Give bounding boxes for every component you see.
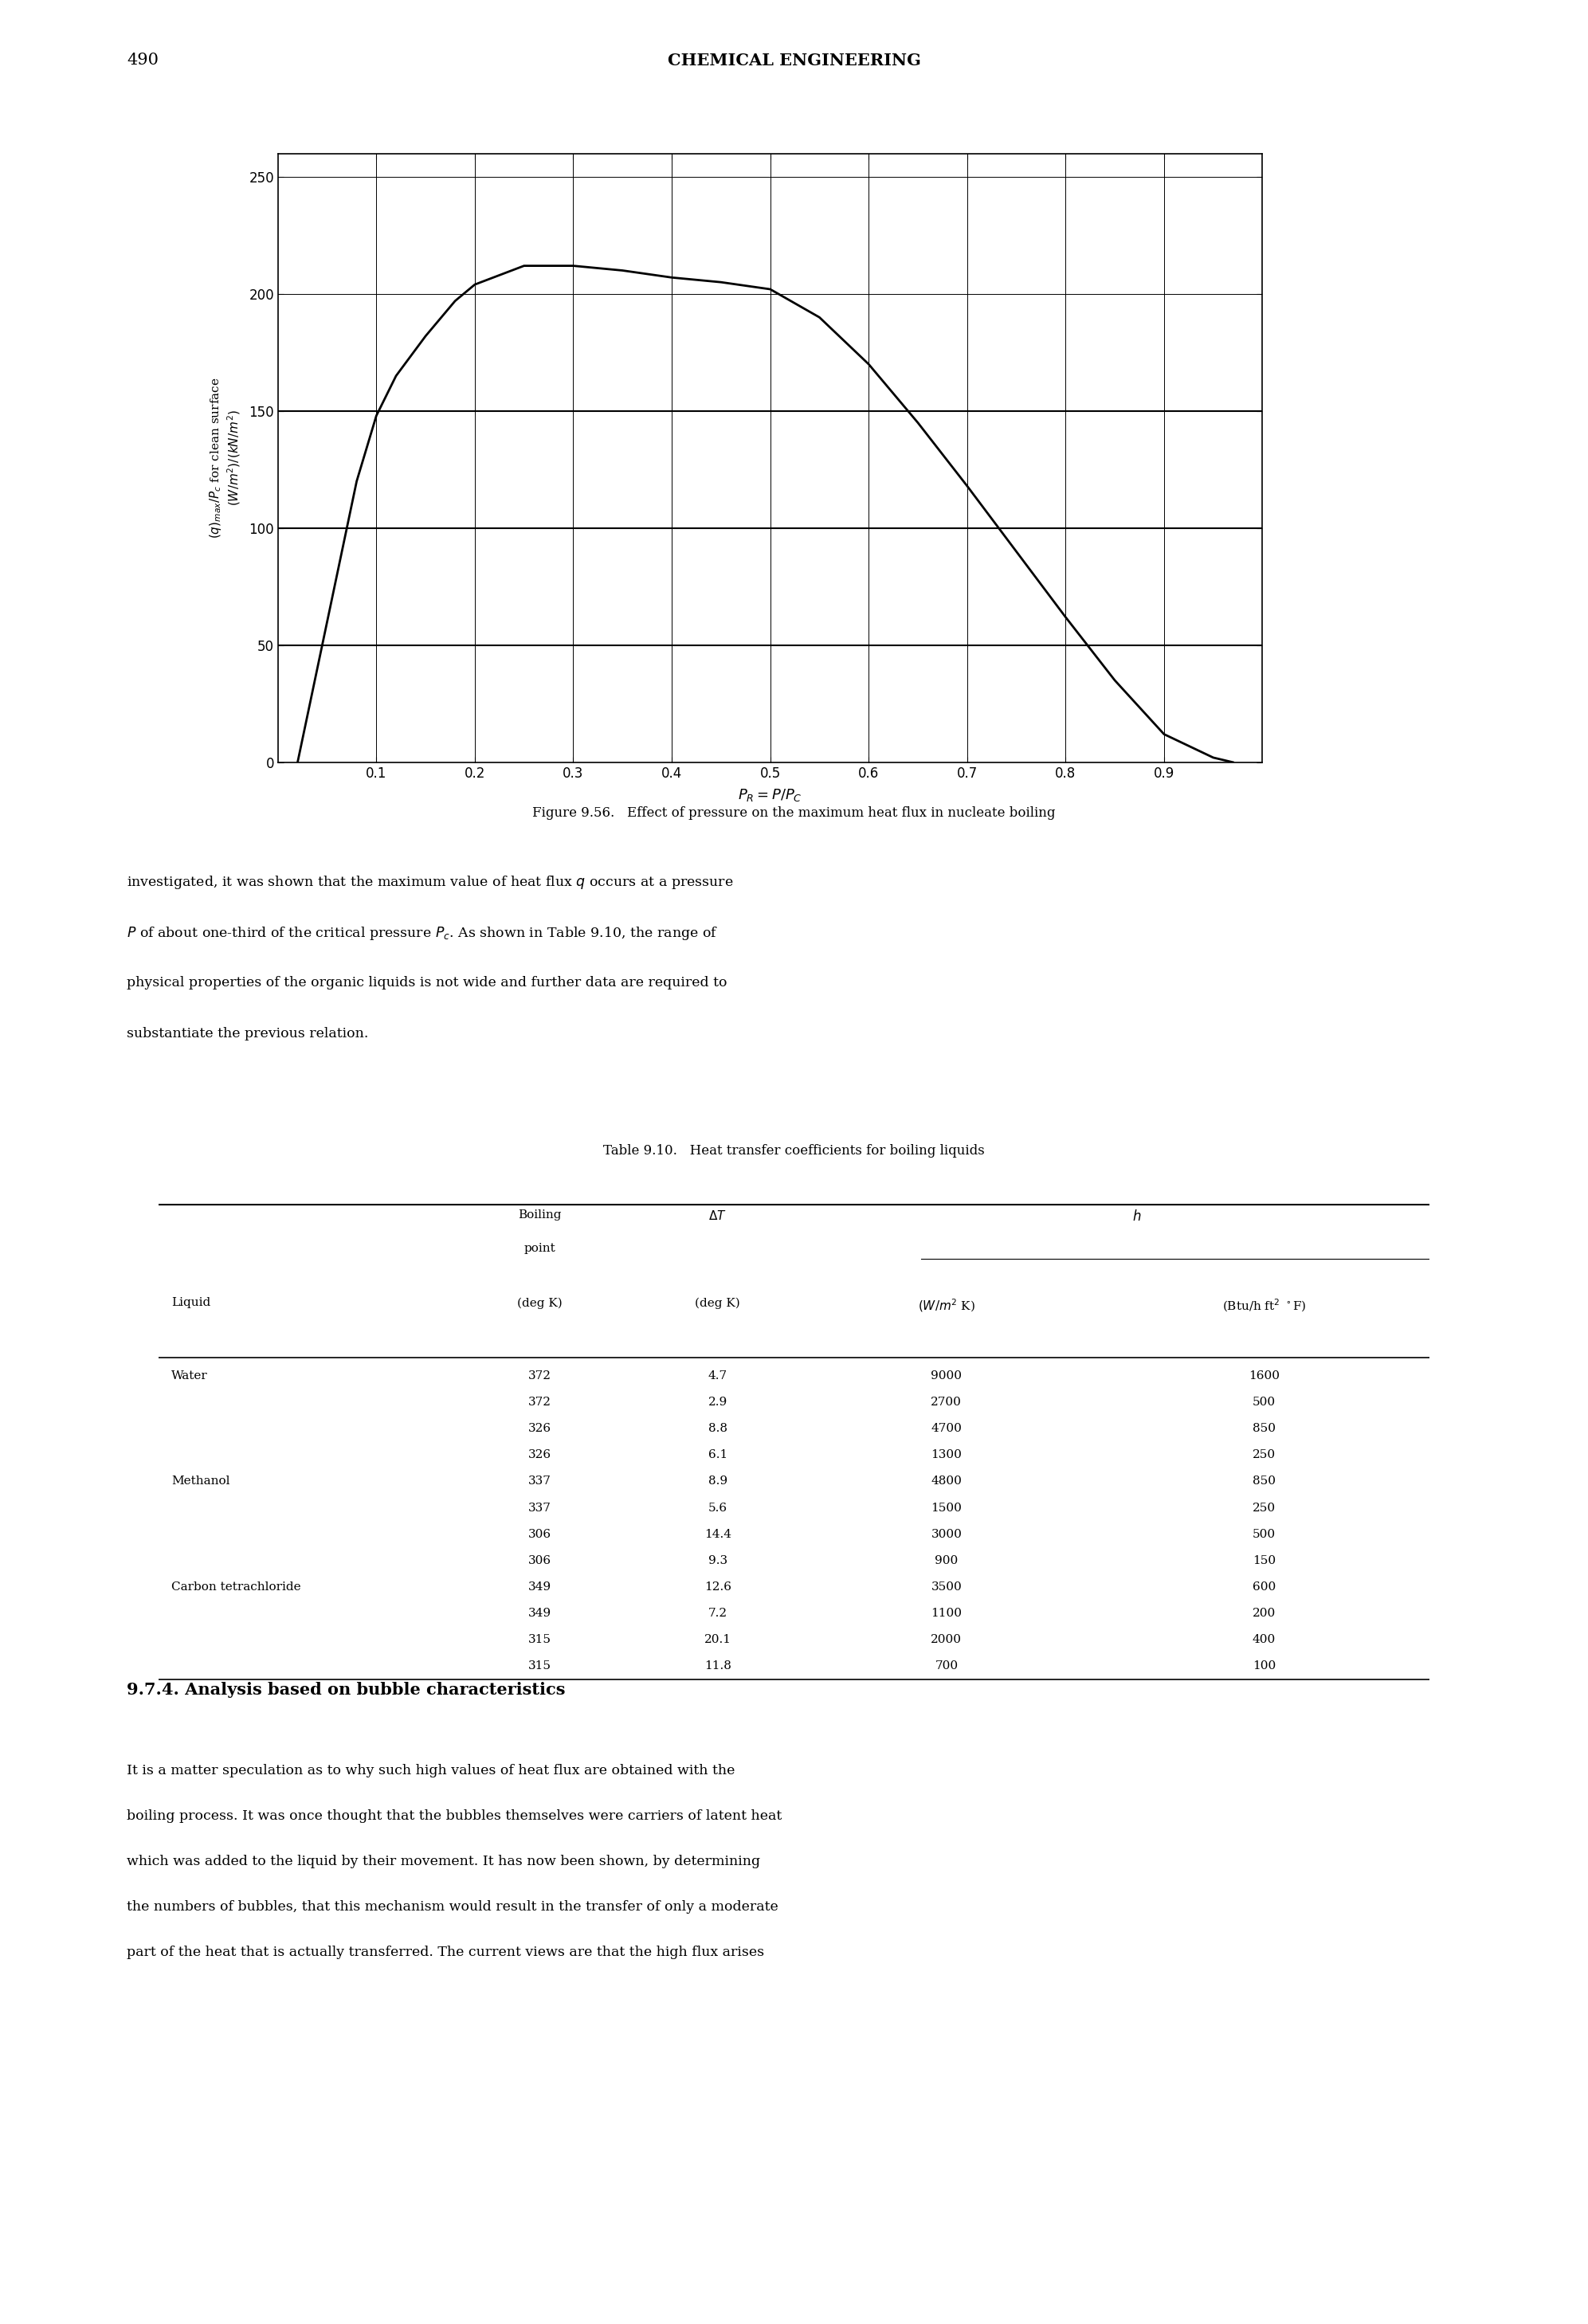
Text: 100: 100 — [1253, 1662, 1275, 1671]
Text: physical properties of the organic liquids is not wide and further data are requ: physical properties of the organic liqui… — [127, 976, 727, 990]
Text: which was added to the liquid by their movement. It has now been shown, by deter: which was added to the liquid by their m… — [127, 1855, 761, 1868]
Text: 372: 372 — [529, 1371, 551, 1380]
Text: 326: 326 — [529, 1450, 551, 1462]
Text: 2000: 2000 — [931, 1634, 962, 1645]
Text: Carbon tetrachloride: Carbon tetrachloride — [172, 1580, 302, 1592]
Text: 8.9: 8.9 — [708, 1476, 727, 1487]
Y-axis label: $(q)_{max}/P_c$ for clean surface
$(W/m^2)/(kN/m^2)$: $(q)_{max}/P_c$ for clean surface $(W/m^… — [208, 376, 243, 539]
Text: 700: 700 — [935, 1662, 958, 1671]
Text: 400: 400 — [1253, 1634, 1275, 1645]
Text: 2.9: 2.9 — [708, 1397, 727, 1408]
Text: 9.7.4. Analysis based on bubble characteristics: 9.7.4. Analysis based on bubble characte… — [127, 1683, 565, 1697]
Text: Boiling: Boiling — [518, 1211, 562, 1220]
Text: Liquid: Liquid — [172, 1297, 211, 1308]
Text: 1100: 1100 — [931, 1608, 962, 1620]
Text: (Btu/h ft$^2$ $^\circ$F): (Btu/h ft$^2$ $^\circ$F) — [1221, 1297, 1307, 1313]
Text: 372: 372 — [529, 1397, 551, 1408]
Text: 3000: 3000 — [931, 1529, 962, 1541]
Text: 3500: 3500 — [931, 1580, 962, 1592]
Text: (deg K): (deg K) — [518, 1297, 562, 1308]
X-axis label: $P_R = P/P_C$: $P_R = P/P_C$ — [738, 788, 802, 804]
Text: 200: 200 — [1253, 1608, 1275, 1620]
Text: boiling process. It was once thought that the bubbles themselves were carriers o: boiling process. It was once thought tha… — [127, 1808, 783, 1822]
Text: 250: 250 — [1253, 1450, 1275, 1462]
Text: (deg K): (deg K) — [696, 1297, 740, 1308]
Text: 20.1: 20.1 — [703, 1634, 732, 1645]
Text: the numbers of bubbles, that this mechanism would result in the transfer of only: the numbers of bubbles, that this mechan… — [127, 1901, 778, 1913]
Text: 315: 315 — [529, 1634, 551, 1645]
Text: 500: 500 — [1253, 1397, 1275, 1408]
Text: $h$: $h$ — [1132, 1211, 1142, 1225]
Text: part of the heat that is actually transferred. The current views are that the hi: part of the heat that is actually transf… — [127, 1945, 764, 1959]
Text: substantiate the previous relation.: substantiate the previous relation. — [127, 1027, 368, 1041]
Text: 337: 337 — [529, 1501, 551, 1513]
Text: $(W/m^2$ K): $(W/m^2$ K) — [918, 1297, 975, 1313]
Text: 14.4: 14.4 — [703, 1529, 732, 1541]
Text: 4700: 4700 — [931, 1422, 962, 1434]
Text: investigated, it was shown that the maximum value of heat flux $q$ occurs at a p: investigated, it was shown that the maxi… — [127, 874, 734, 890]
Text: $P$ of about one-third of the critical pressure $P_c$. As shown in Table 9.10, t: $P$ of about one-third of the critical p… — [127, 925, 718, 941]
Text: $\Delta T$: $\Delta T$ — [708, 1211, 727, 1222]
Text: 8.8: 8.8 — [708, 1422, 727, 1434]
Text: 9000: 9000 — [931, 1371, 962, 1380]
Text: 2700: 2700 — [931, 1397, 962, 1408]
Text: 600: 600 — [1253, 1580, 1275, 1592]
Text: 850: 850 — [1253, 1422, 1275, 1434]
Text: 326: 326 — [529, 1422, 551, 1434]
Text: 349: 349 — [529, 1608, 551, 1620]
Text: 11.8: 11.8 — [705, 1662, 730, 1671]
Text: 900: 900 — [935, 1555, 958, 1566]
Text: 4.7: 4.7 — [708, 1371, 727, 1380]
Text: Methanol: Methanol — [172, 1476, 230, 1487]
Text: It is a matter speculation as to why such high values of heat flux are obtained : It is a matter speculation as to why suc… — [127, 1764, 735, 1778]
Text: 4800: 4800 — [931, 1476, 962, 1487]
Text: 7.2: 7.2 — [708, 1608, 727, 1620]
Text: point: point — [524, 1243, 556, 1253]
Text: Water: Water — [172, 1371, 208, 1380]
Text: Table 9.10.   Heat transfer coefficients for boiling liquids: Table 9.10. Heat transfer coefficients f… — [603, 1143, 985, 1157]
Text: 1300: 1300 — [931, 1450, 962, 1462]
Text: 315: 315 — [529, 1662, 551, 1671]
Text: CHEMICAL ENGINEERING: CHEMICAL ENGINEERING — [667, 53, 921, 67]
Text: 9.3: 9.3 — [708, 1555, 727, 1566]
Text: 337: 337 — [529, 1476, 551, 1487]
Text: 6.1: 6.1 — [708, 1450, 727, 1462]
Text: 12.6: 12.6 — [703, 1580, 732, 1592]
Text: 500: 500 — [1253, 1529, 1275, 1541]
Text: 250: 250 — [1253, 1501, 1275, 1513]
Text: 490: 490 — [127, 53, 159, 67]
Text: 1600: 1600 — [1248, 1371, 1280, 1380]
Text: Figure 9.56.   Effect of pressure on the maximum heat flux in nucleate boiling: Figure 9.56. Effect of pressure on the m… — [532, 806, 1056, 820]
Text: 850: 850 — [1253, 1476, 1275, 1487]
Text: 1500: 1500 — [931, 1501, 962, 1513]
Text: 306: 306 — [529, 1555, 551, 1566]
Text: 150: 150 — [1253, 1555, 1275, 1566]
Text: 306: 306 — [529, 1529, 551, 1541]
Text: 5.6: 5.6 — [708, 1501, 727, 1513]
Text: 349: 349 — [529, 1580, 551, 1592]
